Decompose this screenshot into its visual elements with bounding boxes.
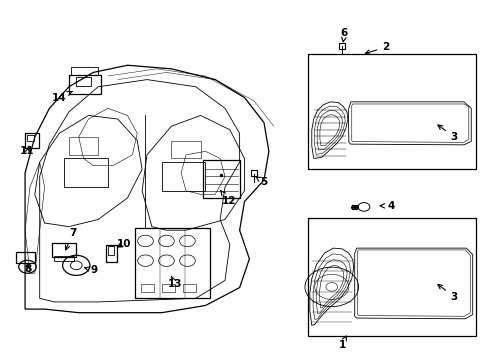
Bar	[69, 75, 101, 94]
Bar	[64, 158, 108, 187]
Text: 12: 12	[220, 191, 236, 206]
Bar	[16, 252, 35, 263]
Bar	[27, 135, 34, 140]
Bar	[76, 77, 91, 86]
Bar	[25, 134, 39, 148]
Text: 13: 13	[167, 276, 182, 289]
Bar	[162, 284, 174, 292]
Bar	[307, 218, 475, 336]
Text: 1: 1	[338, 336, 346, 350]
Bar	[135, 228, 210, 298]
Bar	[307, 54, 475, 169]
Bar	[183, 284, 195, 292]
Text: 14: 14	[52, 91, 72, 103]
Bar	[171, 140, 200, 158]
Text: 10: 10	[116, 239, 131, 249]
Bar	[71, 67, 98, 75]
Bar	[203, 160, 239, 198]
Text: 5: 5	[255, 176, 267, 187]
Bar	[69, 137, 98, 155]
Text: 4: 4	[379, 201, 394, 211]
Bar	[108, 246, 114, 255]
Text: 7: 7	[65, 228, 77, 250]
Text: 8: 8	[25, 264, 32, 274]
Bar	[161, 162, 205, 191]
Bar	[54, 256, 74, 261]
Text: 11: 11	[20, 146, 35, 156]
Text: 2: 2	[365, 42, 389, 54]
Bar	[141, 284, 154, 292]
Bar	[105, 245, 117, 262]
Text: 3: 3	[437, 125, 457, 142]
Bar	[52, 243, 76, 257]
Text: 6: 6	[340, 28, 347, 42]
Text: 9: 9	[85, 265, 98, 275]
Text: 3: 3	[437, 285, 457, 302]
